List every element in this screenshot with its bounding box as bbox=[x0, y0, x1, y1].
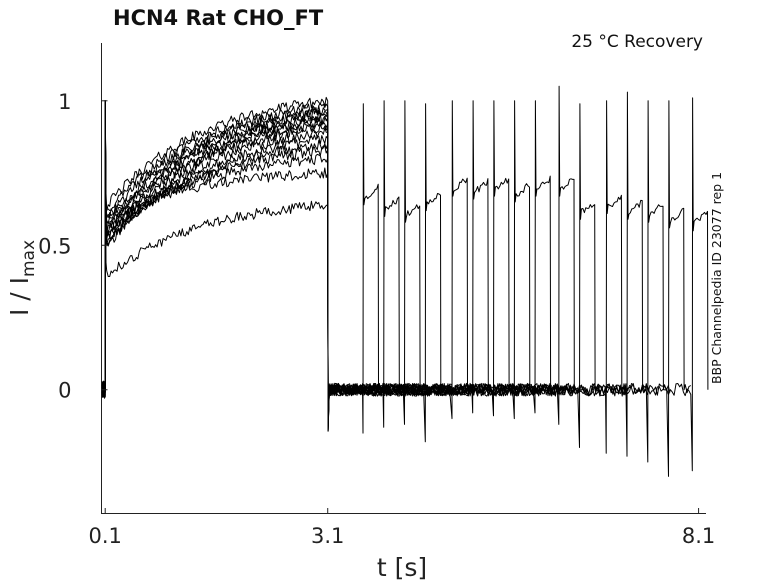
x-axis-label: t [s] bbox=[377, 553, 427, 582]
side-label-text: BBP Channelpedia ID 23077 rep 1 bbox=[709, 172, 724, 384]
y-axis-label-main: I / I bbox=[5, 277, 34, 316]
svg-text:I / Imax: I / Imax bbox=[5, 240, 39, 316]
traces bbox=[101, 85, 709, 477]
series-line bbox=[101, 97, 709, 472]
series-line bbox=[101, 96, 386, 434]
axes bbox=[101, 43, 706, 514]
series-line bbox=[101, 100, 671, 463]
series-line bbox=[101, 100, 558, 423]
series-line bbox=[101, 100, 407, 432]
y-axis-label-subscript: max bbox=[19, 240, 39, 277]
series-line bbox=[101, 91, 650, 457]
side-label: BBP Channelpedia ID 23077 rep 1 bbox=[709, 172, 724, 384]
y-axis-label: I / Imax bbox=[5, 240, 39, 316]
x-tick-label: 8.1 bbox=[682, 524, 715, 548]
x-tick-label: 3.1 bbox=[311, 524, 344, 548]
y-tick-label: 0 bbox=[58, 379, 71, 403]
series-line bbox=[101, 100, 692, 477]
ticks: 0.1 3.1 8.1 0 0.5 1 bbox=[38, 90, 715, 548]
chart-title: HCN4 Rat CHO_FT bbox=[113, 6, 324, 30]
y-tick-label: 1 bbox=[58, 90, 71, 114]
condition-label: 25 °C Recovery bbox=[571, 32, 703, 52]
x-tick-label: 0.1 bbox=[89, 524, 122, 548]
y-tick-label: 0.5 bbox=[38, 234, 71, 258]
